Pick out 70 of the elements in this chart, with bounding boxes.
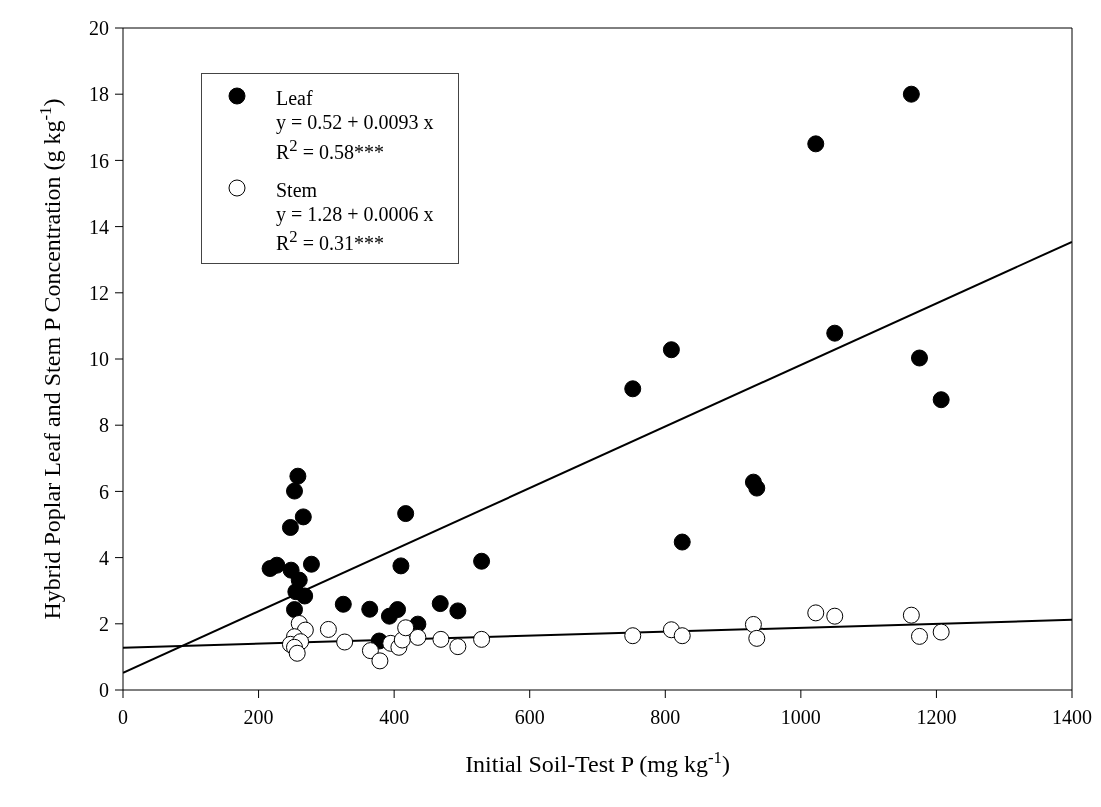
y-tick-label: 4 <box>99 546 109 569</box>
point <box>286 601 303 619</box>
point <box>910 349 928 367</box>
x-tick-label: 800 <box>650 706 681 729</box>
point <box>624 627 642 645</box>
point <box>286 482 303 500</box>
point <box>361 600 379 618</box>
y-tick-label: 12 <box>89 281 109 304</box>
point <box>397 619 415 637</box>
point <box>296 587 314 605</box>
y-tick-label: 6 <box>99 480 109 503</box>
point <box>473 552 491 570</box>
point <box>673 627 691 645</box>
x-axis-title: Initial Soil-Test P (mg kg$^{-1}$) <box>465 747 730 777</box>
annotation: R$^{2}$ = 0.58*** <box>276 136 384 163</box>
point <box>319 620 337 638</box>
point <box>268 556 286 574</box>
x-tick-label: 1200 <box>916 706 957 729</box>
x-tick-label: 400 <box>379 706 410 729</box>
point <box>371 652 389 670</box>
annotation: y = 1.28 + 0.0006 x <box>276 202 434 225</box>
point <box>807 135 825 153</box>
point <box>902 85 920 103</box>
x-tick-label: 0 <box>118 706 128 729</box>
point <box>336 633 354 651</box>
point <box>302 555 320 573</box>
point <box>807 604 825 622</box>
y-tick-label: 8 <box>99 414 109 437</box>
point <box>289 467 307 485</box>
point <box>294 508 312 526</box>
point <box>744 615 762 633</box>
point <box>932 391 950 409</box>
point <box>361 642 379 660</box>
legend-label: Leaf <box>276 86 314 110</box>
point <box>826 607 844 625</box>
point <box>288 644 306 662</box>
x-tick-label: 600 <box>514 706 545 729</box>
point <box>624 380 642 398</box>
y-tick-label: 18 <box>89 83 109 106</box>
y-tick-label: 10 <box>89 348 109 371</box>
y-tick-label: 16 <box>89 149 109 172</box>
point <box>334 595 352 613</box>
point <box>431 595 449 613</box>
annotation: y = 0.52 + 0.0093 x <box>276 111 434 133</box>
point <box>449 602 467 620</box>
point <box>910 627 928 645</box>
x-tick-label: 200 <box>243 706 274 729</box>
point <box>673 533 691 551</box>
y-tick-label: 20 <box>89 17 109 40</box>
point <box>392 557 410 575</box>
y-tick-label: 0 <box>99 679 109 702</box>
point <box>389 601 407 619</box>
point <box>748 629 766 647</box>
point <box>397 505 415 523</box>
x-tick-label: 1000 <box>780 706 821 729</box>
x-tick-label: 1400 <box>1052 706 1092 729</box>
y-tick-label: 14 <box>89 215 109 238</box>
point <box>662 341 680 359</box>
point <box>432 630 450 648</box>
point <box>449 638 467 656</box>
point <box>932 623 950 641</box>
point <box>473 630 491 648</box>
point <box>748 479 766 497</box>
annotation: R$^{2}$ = 0.31*** <box>276 227 384 255</box>
point <box>826 324 844 342</box>
legend-label: Stem <box>276 177 319 202</box>
point <box>409 628 427 646</box>
y-tick-label: 2 <box>99 612 109 635</box>
point <box>902 606 920 624</box>
point <box>281 518 299 536</box>
